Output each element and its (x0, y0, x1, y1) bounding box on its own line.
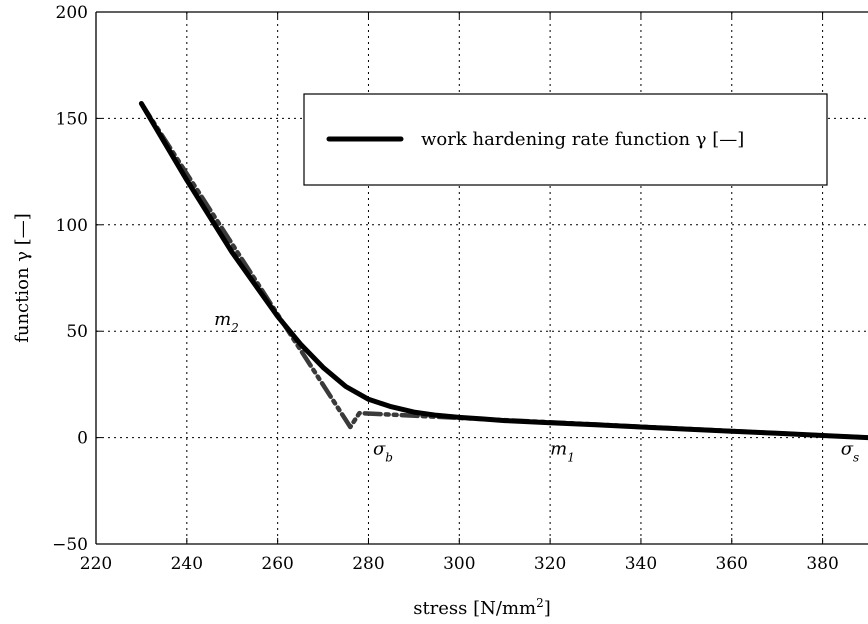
y-tick-label: 50 (66, 322, 88, 342)
x-tick-label: 220 (80, 554, 112, 574)
x-tick-label: 300 (443, 554, 475, 574)
y-tick-label: 100 (56, 216, 88, 236)
y-axis-label: function γ [—] (12, 213, 33, 343)
annotation-label: σs (841, 439, 859, 465)
x-tick-label: 320 (534, 554, 566, 574)
x-tick-label: 380 (806, 554, 838, 574)
grid (96, 12, 868, 544)
y-tick-label: 0 (77, 429, 88, 449)
annotation-label: m2 (214, 309, 239, 335)
x-tick-label: 360 (716, 554, 748, 574)
y-tick-label: 200 (56, 3, 88, 23)
legend-label: work hardening rate function γ [—] (421, 129, 744, 150)
axes (95, 11, 868, 545)
ticks: 220 240 260 280 300 320 340 360 380 −50 0 50 100 150 2… (52, 3, 839, 574)
x-tick-label: 280 (352, 554, 384, 574)
y-tick-label: −50 (52, 535, 88, 555)
series-line-0 (138, 101, 868, 441)
x-tick-label: 240 (171, 554, 203, 574)
legend: work hardening rate function γ [—] (303, 93, 828, 186)
y-tick-label: 150 (56, 109, 88, 129)
annotation-label: m1 (550, 439, 575, 465)
x-axis-label: stress [N/mm2] (413, 596, 551, 619)
x-tick-label: 340 (625, 554, 657, 574)
annotation-label: σb (373, 439, 393, 465)
series-layer (138, 101, 868, 441)
x-tick-label: 260 (261, 554, 293, 574)
annotations: m2 σb m1 σs (214, 309, 859, 465)
